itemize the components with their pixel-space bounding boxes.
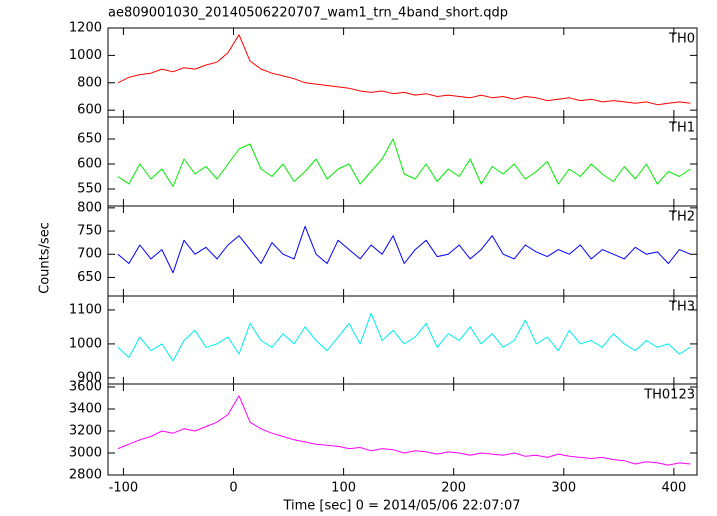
y-tick-label: 1100 <box>69 302 102 317</box>
x-tick-label: 100 <box>331 481 356 496</box>
y-tick-label: 1000 <box>69 336 102 351</box>
light-curve <box>117 312 691 362</box>
panel-frame <box>107 116 698 207</box>
y-tick-label: 3400 <box>69 401 102 416</box>
y-tick-label: 3000 <box>69 445 102 460</box>
panel-label: TH1 <box>668 121 695 136</box>
x-tick-label: 300 <box>551 481 576 496</box>
y-tick-label: 650 <box>77 270 102 285</box>
panel-frame <box>107 383 698 476</box>
panel-frame <box>107 205 698 297</box>
panel-label: TH0123 <box>643 388 695 403</box>
panel-label: TH0 <box>668 32 695 47</box>
y-tick-label: 800 <box>77 200 102 215</box>
y-tick-label: 700 <box>77 247 102 262</box>
light-curve <box>117 225 691 274</box>
x-tick-label: -100 <box>109 481 139 496</box>
chart-title: ae809001030_20140506220707_wam1_trn_4ban… <box>108 6 508 21</box>
y-tick-label: 2800 <box>69 468 102 483</box>
x-tick-label: 0 <box>229 481 237 496</box>
y-tick-label: 1000 <box>69 48 102 63</box>
y-tick-label: 750 <box>77 224 102 239</box>
y-tick-label: 600 <box>77 157 102 172</box>
y-tick-label: 650 <box>77 132 102 147</box>
y-tick-label: 1200 <box>69 21 102 36</box>
y-axis-label: Counts/sec <box>38 222 53 294</box>
y-tick-label: 3200 <box>69 423 102 438</box>
light-curve <box>117 138 691 187</box>
y-tick-label: 800 <box>77 75 102 90</box>
light-curve <box>117 395 691 466</box>
x-axis-label: Time [sec] 0 = 2014/05/06 22:07:07 <box>282 499 520 514</box>
x-tick-label: 400 <box>661 481 686 496</box>
x-tick-label: 200 <box>441 481 466 496</box>
y-tick-label: 600 <box>77 103 102 118</box>
y-tick-label: 550 <box>77 182 102 197</box>
y-tick-label: 900 <box>77 370 102 385</box>
y-tick-label: 3600 <box>69 379 102 394</box>
light-curve <box>117 34 691 106</box>
panel-frame <box>107 27 698 118</box>
panel-label: TH3 <box>668 300 695 315</box>
panel-label: TH2 <box>668 210 695 225</box>
